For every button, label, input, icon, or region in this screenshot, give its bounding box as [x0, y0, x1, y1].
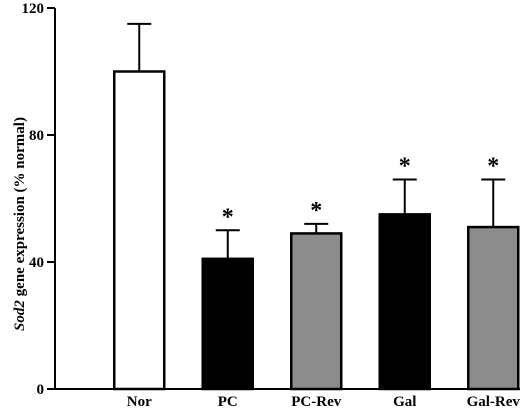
- significance-marker-2: *: [310, 198, 322, 224]
- category-label-4: Gal-Rev: [467, 394, 520, 410]
- bar-pc: [201, 257, 254, 391]
- bar-pc-rev: [290, 232, 343, 391]
- category-label-2: PC-Rev: [291, 394, 341, 410]
- bar-gal: [378, 213, 431, 391]
- category-label-3: Gal: [393, 394, 416, 410]
- y-tick-label-2: 80: [29, 128, 44, 144]
- significance-marker-3: *: [399, 153, 411, 179]
- bar-gal-rev: [467, 225, 520, 391]
- y-tick-label-0: 0: [37, 382, 45, 398]
- y-axis-title-rest: gene expression (% normal): [12, 117, 28, 300]
- bar-nor: [113, 70, 166, 391]
- y-axis-title-italic: Sod2: [12, 300, 28, 331]
- category-label-1: PC: [218, 394, 238, 410]
- y-axis-title: Sod2 gene expression (% normal): [12, 117, 28, 331]
- y-tick-label-3: 120: [22, 1, 45, 17]
- labels-layer: Nor * PC * PC-Rev * Gal * Gal-Rev 0 40 80 120: [22, 1, 520, 410]
- category-label-0: Nor: [127, 394, 152, 410]
- significance-marker-1: *: [222, 204, 234, 230]
- significance-marker-4: *: [487, 153, 499, 179]
- y-tick-label-1: 40: [29, 255, 44, 271]
- axes-layer: [47, 7, 520, 390]
